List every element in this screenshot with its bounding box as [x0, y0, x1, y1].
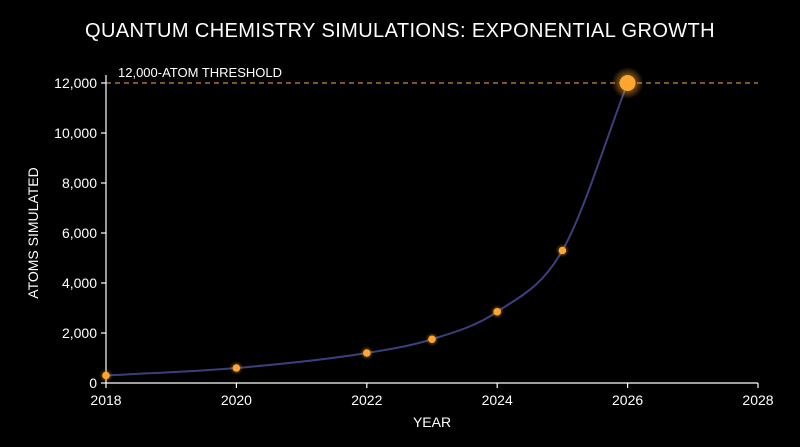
y-tick-label: 0 — [89, 375, 97, 391]
x-tick-label: 2018 — [90, 392, 121, 408]
data-point — [102, 371, 110, 380]
y-tick-label: 4,000 — [62, 275, 97, 291]
x-tick-label: 2028 — [742, 392, 773, 408]
curve-layer — [105, 82, 629, 377]
data-point — [428, 335, 436, 344]
y-tick-label: 12,000 — [54, 75, 97, 91]
y-tick-label: 8,000 — [62, 175, 97, 191]
y-tick-label: 2,000 — [62, 325, 97, 341]
labels-layer: 2018 2020 2022 2024 2026 2028 0 2,000 4,000 6,000… — [25, 75, 774, 430]
x-tick-label: 2020 — [221, 392, 252, 408]
data-point — [493, 307, 502, 316]
x-axis-label: YEAR — [413, 414, 451, 430]
x-tick-label: 2022 — [351, 392, 382, 408]
growth-curve — [105, 82, 629, 377]
y-tick-label: 6,000 — [62, 225, 97, 241]
data-point — [558, 246, 567, 255]
data-point — [232, 364, 241, 372]
y-axis-label: ATOMS SIMULATED — [25, 167, 41, 298]
threshold-layer: 12,000-ATOM THRESHOLD — [106, 65, 758, 84]
axes-layer — [101, 75, 759, 388]
highlight-data-point — [619, 75, 636, 91]
x-tick-label: 2026 — [612, 392, 643, 408]
data-point — [363, 349, 371, 357]
y-tick-label: 10,000 — [54, 125, 97, 141]
threshold-label: 12,000-ATOM THRESHOLD — [118, 65, 282, 80]
x-tick-label: 2024 — [482, 392, 513, 408]
chart-title: QUANTUM CHEMISTRY SIMULATIONS: EXPONENTI… — [84, 20, 716, 42]
points-layer — [99, 67, 644, 383]
